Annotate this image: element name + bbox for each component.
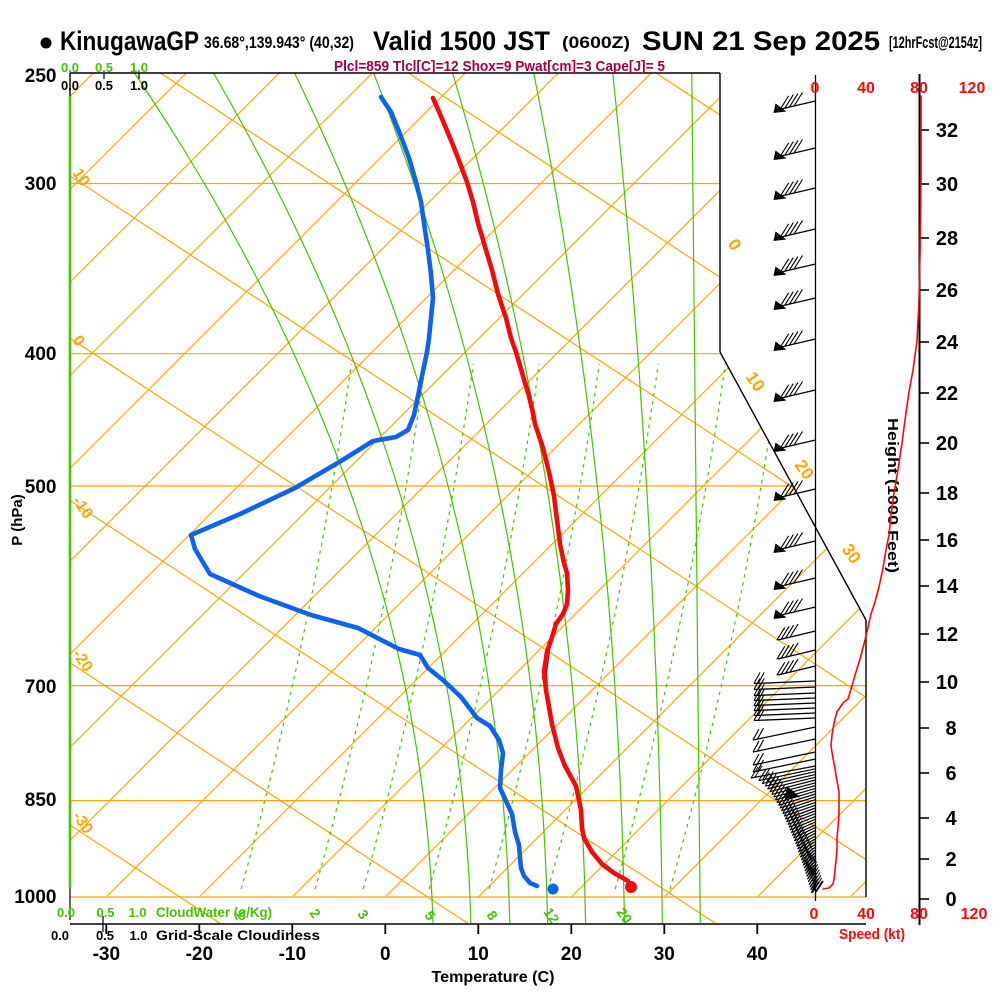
svg-text:1.0: 1.0 [130, 60, 148, 75]
svg-text:40: 40 [857, 80, 875, 97]
svg-text:0: 0 [380, 944, 391, 965]
svg-text:-10: -10 [279, 944, 306, 965]
svg-text:Speed (kt): Speed (kt) [839, 926, 905, 943]
svg-text:20: 20 [936, 433, 958, 455]
svg-text:P (hPa): P (hPa) [9, 494, 26, 545]
svg-text:120: 120 [961, 906, 988, 923]
svg-text:30: 30 [654, 944, 675, 965]
svg-text:KinugawaGP: KinugawaGP [60, 26, 199, 56]
svg-text:1.0: 1.0 [129, 928, 147, 943]
svg-text:1000: 1000 [14, 887, 56, 908]
svg-text:24: 24 [936, 332, 959, 354]
svg-text:Temperature (C): Temperature (C) [432, 969, 555, 986]
svg-text:0: 0 [810, 906, 819, 923]
svg-text:80: 80 [910, 906, 928, 923]
svg-text:10: 10 [936, 672, 958, 694]
svg-text:40: 40 [857, 906, 875, 923]
svg-text:0.5: 0.5 [95, 78, 113, 93]
svg-text:22: 22 [936, 383, 958, 405]
svg-text:8: 8 [945, 718, 956, 740]
svg-text:80: 80 [910, 80, 928, 97]
svg-text:Plcl=859 Tlcl[C]=12 Shox=9 Pwa: Plcl=859 Tlcl[C]=12 Shox=9 Pwat[cm]=3 Ca… [334, 58, 665, 75]
svg-text:0.0: 0.0 [61, 60, 79, 75]
svg-text:Valid 1500 JST: Valid 1500 JST [373, 26, 550, 56]
svg-text:0.0: 0.0 [51, 928, 69, 943]
svg-text:0.5: 0.5 [96, 905, 114, 920]
svg-text:-20: -20 [186, 944, 213, 965]
svg-text:CloudWater (g/Kg): CloudWater (g/Kg) [156, 905, 272, 920]
svg-text:16: 16 [936, 530, 958, 552]
svg-text:0: 0 [945, 889, 956, 911]
svg-text:850: 850 [25, 790, 57, 811]
svg-text:14: 14 [936, 576, 959, 598]
svg-text:32: 32 [936, 120, 958, 142]
svg-text:6: 6 [945, 763, 956, 785]
svg-text:(0600Z): (0600Z) [562, 34, 630, 52]
svg-text:0.0: 0.0 [61, 78, 79, 93]
svg-text:-30: -30 [93, 944, 120, 965]
svg-text:28: 28 [936, 228, 958, 250]
svg-text:36.68°,139.943° (40,32): 36.68°,139.943° (40,32) [204, 34, 354, 52]
svg-text:0.5: 0.5 [96, 928, 114, 943]
svg-text:0: 0 [811, 80, 820, 97]
svg-text:300: 300 [25, 174, 57, 195]
svg-text:500: 500 [25, 477, 57, 498]
svg-text:4: 4 [945, 808, 957, 830]
svg-text:0.0: 0.0 [57, 905, 75, 920]
svg-text:SUN 21 Sep 2025: SUN 21 Sep 2025 [642, 26, 880, 56]
svg-text:700: 700 [25, 677, 57, 698]
svg-text:[12hrFcst@2154z]: [12hrFcst@2154z] [889, 33, 982, 52]
svg-text:20: 20 [561, 944, 582, 965]
svg-text:26: 26 [936, 280, 958, 302]
svg-text:10: 10 [468, 944, 489, 965]
svg-text:0.5: 0.5 [95, 60, 113, 75]
svg-text:40: 40 [747, 944, 768, 965]
svg-text:120: 120 [959, 80, 986, 97]
svg-text:18: 18 [936, 483, 958, 505]
svg-text:Height (1000 Feet): Height (1000 Feet) [884, 418, 901, 573]
svg-text:12: 12 [936, 624, 958, 646]
svg-text:1.0: 1.0 [130, 78, 148, 93]
svg-text:30: 30 [936, 174, 958, 196]
svg-text:250: 250 [25, 66, 57, 87]
svg-text:Grid-Scale Cloudiness: Grid-Scale Cloudiness [156, 928, 320, 943]
svg-text:1.0: 1.0 [128, 905, 146, 920]
svg-text:2: 2 [945, 849, 956, 871]
svg-text:400: 400 [25, 344, 57, 365]
